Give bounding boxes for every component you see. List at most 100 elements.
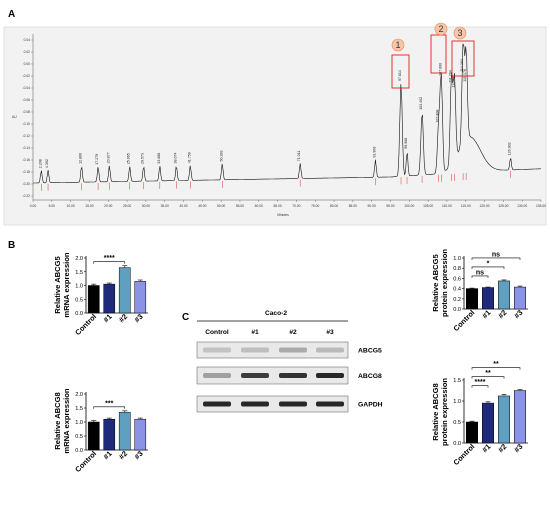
significance-label: *** xyxy=(105,400,113,407)
highlight-badge xyxy=(434,22,448,36)
chromatogram-x-tick-label: 60.00 xyxy=(255,204,263,208)
chromatogram-peak: 97.814 xyxy=(398,70,402,185)
abcg5-protein-bar-chart: 0.0 0.2 0.4 0.6 0.8 1.0 Relative ABCG5protein … xyxy=(431,249,528,333)
western-blot-lane-labels: Control #1 #2 #3 xyxy=(205,329,334,336)
significance-bracket xyxy=(93,406,126,409)
chromatogram-y-tick-label: -0.16 xyxy=(22,158,30,162)
chromatogram-peak: 25.065 xyxy=(127,153,131,190)
panel-label-a: A xyxy=(8,9,15,20)
chromatogram-x-tick-label: 75.00 xyxy=(311,204,319,208)
chromatogram-peak-label: 97.814 xyxy=(398,70,402,81)
y-tick-label: 1.5 xyxy=(75,406,83,412)
chromatogram-y-tick-label: 0.04 xyxy=(24,38,31,42)
highlight-box xyxy=(391,54,410,89)
chromatogram-peak-label: 2.208 xyxy=(38,159,42,168)
chromatogram-peak: 20.877 xyxy=(106,152,110,190)
chromatogram-x-tick-label: 110.00 xyxy=(442,204,452,208)
highlight-box xyxy=(430,34,447,74)
chromatogram-x-tick-label: 135.00 xyxy=(536,204,546,208)
y-tick-label: 0.4 xyxy=(453,287,461,293)
blot-band xyxy=(279,401,307,407)
y-tick-label: 0.0 xyxy=(453,441,461,447)
chromatogram-peak-label: 111.204 xyxy=(448,70,452,82)
highlight-number: 2 xyxy=(438,24,443,34)
chromatogram-peak-label: 20.877 xyxy=(106,152,110,163)
blot-band xyxy=(279,373,307,378)
chromatogram-peak: 41.759 xyxy=(187,152,191,189)
x-category-label: #2 xyxy=(496,308,508,320)
western-blot-lane-label: Control xyxy=(205,329,229,336)
chromatogram-peak: 107.666 xyxy=(438,63,442,182)
y-axis-label: Relative ABCG8protein expression xyxy=(431,378,449,446)
significance-bracket xyxy=(471,376,505,379)
bar xyxy=(103,418,116,451)
chromatogram-peak: 99.968 xyxy=(404,138,408,184)
y-tick-label: 1.5 xyxy=(453,378,461,384)
x-category-label: #3 xyxy=(132,312,144,324)
y-tick-label: 0.5 xyxy=(453,420,461,426)
blot-band xyxy=(241,373,269,378)
chromatogram-y-tick-label: -0.06 xyxy=(22,98,30,102)
chromatogram-x-tick-label: 45.00 xyxy=(198,204,206,208)
chromatogram-peak: 71.011 xyxy=(297,151,301,187)
abcg8-mrna-bar-chart: 0.0 0.5 1.0 1.5 2.0 Relative ABCG8mRNA expres… xyxy=(53,388,148,474)
chromatogram-peak: 111.204 xyxy=(448,70,452,181)
bar xyxy=(118,267,131,314)
chromatogram-peak-label: 107.666 xyxy=(438,63,442,76)
chromatogram-y-tick-label: -0.02 xyxy=(22,74,30,78)
chromatogram-x-tick-label: 0.00 xyxy=(30,204,37,208)
chromatogram-y-axis-label: AU xyxy=(12,115,17,119)
chromatogram-peak-label: 29.573 xyxy=(141,153,145,164)
chromatogram-peak: 12.866 xyxy=(79,153,83,191)
bar xyxy=(465,288,479,310)
significance-label: ** xyxy=(485,370,491,377)
chromatogram-x-tick-label: 115.00 xyxy=(461,204,471,208)
x-category-label: #3 xyxy=(512,308,524,320)
y-tick-label: 2.0 xyxy=(75,392,83,398)
chromatogram-x-tick-label: 90.00 xyxy=(368,204,376,208)
panel-label-c: C xyxy=(182,312,189,323)
blot-strip xyxy=(196,366,349,385)
chromatogram-peak-label: 115.176 xyxy=(463,69,467,82)
highlight-3: 3 xyxy=(451,26,475,77)
highlight-2: 2 xyxy=(430,22,448,74)
band-name: GAPDH xyxy=(358,402,383,409)
chromatogram-peak-label: 38.074 xyxy=(173,152,177,163)
chromatogram-x-tick-label: 55.00 xyxy=(236,204,244,208)
blot-band xyxy=(316,347,344,353)
chromatogram-peak-label: 107.808 xyxy=(436,110,440,123)
y-tick-label: 1.0 xyxy=(75,420,83,426)
y-tick-label: 0.8 xyxy=(453,266,461,272)
significance-label: * xyxy=(487,260,490,267)
chromatogram-x-tick-label: 20.00 xyxy=(104,204,112,208)
bar xyxy=(513,390,527,444)
chromatogram-peak-label: 33.688 xyxy=(157,153,161,164)
bar xyxy=(465,421,479,444)
band-row-abcg5: ABCG5 xyxy=(196,341,382,359)
chromatogram-y-tick-label: -0.22 xyxy=(22,194,30,198)
x-category-label: #3 xyxy=(512,442,524,454)
y-tick-label: 0.5 xyxy=(75,297,83,303)
significance-label: ns xyxy=(492,251,500,258)
band-row-abcg8: ABCG8 xyxy=(196,366,382,385)
y-axis-label: Relative ABCG8mRNA expression xyxy=(53,388,71,453)
chromatogram-panel-background xyxy=(3,26,547,226)
bar xyxy=(134,281,147,314)
blot-band xyxy=(203,373,231,378)
chromatogram-x-tick-label: 10.00 xyxy=(66,204,74,208)
significance-bracket xyxy=(471,367,521,370)
blot-band xyxy=(241,347,269,353)
chromatogram: 0.04 0.02 0.00 -0.02 -0.04 -0.06 -0.08 -0.10 -0.… xyxy=(12,22,546,217)
significance-bracket xyxy=(471,275,489,278)
chromatogram-highlights: 1 2 3 xyxy=(391,22,475,89)
chromatogram-x-tick-label: 65.00 xyxy=(273,204,281,208)
bar xyxy=(87,285,100,314)
panel-label-b: B xyxy=(8,240,15,251)
blot-band xyxy=(203,347,231,353)
bar xyxy=(497,395,511,444)
abcg8-protein-bar-chart: 0.0 0.5 1.0 1.5 Relative ABCG8protein expres… xyxy=(431,361,528,467)
bar xyxy=(481,402,495,444)
chromatogram-peak: 107.808 xyxy=(436,110,440,182)
x-category-label: #2 xyxy=(117,312,129,324)
chromatogram-peak-label: 50.283 xyxy=(219,150,223,161)
